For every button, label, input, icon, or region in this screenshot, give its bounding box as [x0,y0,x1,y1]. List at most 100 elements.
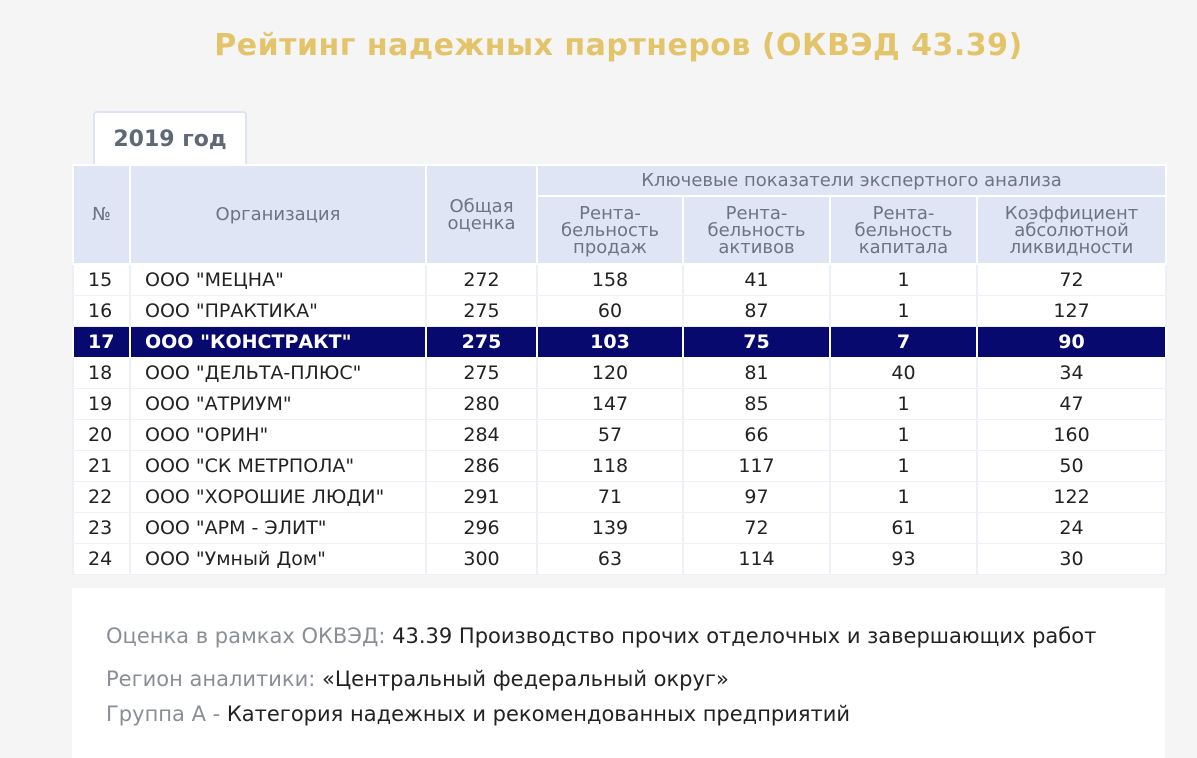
row-capital: 61 [829,512,978,544]
header-num: № [72,164,131,265]
header-org: Организация [129,164,427,265]
row-score: 300 [425,543,538,575]
row-num: 15 [72,263,131,296]
info-group: Группа А - Категория надежных и рекоменд… [106,702,850,726]
table-row: 23 ООО "АРМ - ЭЛИТ" 296 139 72 61 24 [72,512,1168,544]
row-liquidity: 50 [975,450,1168,482]
row-sales: 103 [536,326,684,358]
row-sales: 57 [536,419,684,451]
row-assets: 114 [682,543,831,575]
row-num: 22 [72,481,131,513]
table-row: 17 ООО "КОНСТРАКТ" 275 103 75 7 90 [72,326,1168,358]
row-assets: 66 [682,419,831,451]
row-score: 275 [425,295,538,327]
table-row: 20 ООО "ОРИН" 284 57 66 1 160 [72,419,1168,451]
row-sales: 71 [536,481,684,513]
row-score: 284 [425,419,538,451]
table-row: 19 ООО "АТРИУМ" 280 147 85 1 47 [72,388,1168,420]
row-org: ООО "АРМ - ЭЛИТ" [129,512,427,544]
row-liquidity: 47 [975,388,1168,420]
table-row: 15 ООО "МЕЦНА" 272 158 41 1 72 [72,263,1168,296]
row-assets: 72 [682,512,831,544]
row-assets: 85 [682,388,831,420]
row-score: 286 [425,450,538,482]
row-capital: 40 [829,357,978,389]
info-okved-label: Оценка в рамках ОКВЭД: [106,624,386,648]
row-capital: 1 [829,450,978,482]
row-org: ООО "АТРИУМ" [129,388,427,420]
info-region: Регион аналитики: «Центральный федеральн… [106,667,729,691]
row-score: 275 [425,326,538,358]
row-num: 24 [72,543,131,575]
row-liquidity: 122 [975,481,1168,513]
row-capital: 1 [829,263,978,296]
row-capital: 1 [829,388,978,420]
row-liquidity: 90 [975,326,1168,358]
row-sales: 63 [536,543,684,575]
info-panel: Оценка в рамках ОКВЭД: 43.39 Производств… [72,588,1165,758]
row-num: 17 [72,326,131,358]
row-liquidity: 72 [975,263,1168,296]
info-region-label: Регион аналитики: [106,667,316,691]
row-sales: 118 [536,450,684,482]
table-row: 24 ООО "Умный Дом" 300 63 114 93 30 [72,543,1168,575]
row-org: ООО "СК МЕТРПОЛА" [129,450,427,482]
row-assets: 81 [682,357,831,389]
rating-table: № Организация Общая оценка Ключевые пока… [72,164,1168,575]
row-liquidity: 160 [975,419,1168,451]
row-score: 291 [425,481,538,513]
row-score: 275 [425,357,538,389]
header-capital-profitability: Рента-бельность капитала [829,195,978,265]
row-org: ООО "МЕЦНА" [129,263,427,296]
row-liquidity: 127 [975,295,1168,327]
info-okved: Оценка в рамках ОКВЭД: 43.39 Производств… [106,624,1096,648]
row-capital: 1 [829,295,978,327]
header-sales-profitability: Рента-бельность продаж [536,195,684,265]
header-liquidity-ratio: Коэффициент абсолютной ликвидности [975,195,1168,265]
row-org: ООО "ОРИН" [129,419,427,451]
row-capital: 1 [829,481,978,513]
header-score: Общая оценка [425,164,538,265]
row-assets: 97 [682,481,831,513]
info-group-label: Группа А - [106,702,221,726]
table-row: 16 ООО "ПРАКТИКА" 275 60 87 1 127 [72,295,1168,327]
table-row: 18 ООО "ДЕЛЬТА-ПЛЮС" 275 120 81 40 34 [72,357,1168,389]
row-org: ООО "ХОРОШИЕ ЛЮДИ" [129,481,427,513]
row-org: ООО "ДЕЛЬТА-ПЛЮС" [129,357,427,389]
row-capital: 1 [829,419,978,451]
row-liquidity: 34 [975,357,1168,389]
row-org: ООО "Умный Дом" [129,543,427,575]
row-num: 23 [72,512,131,544]
row-num: 21 [72,450,131,482]
row-assets: 41 [682,263,831,296]
row-assets: 75 [682,326,831,358]
row-num: 16 [72,295,131,327]
row-capital: 7 [829,326,978,358]
row-num: 19 [72,388,131,420]
row-liquidity: 24 [975,512,1168,544]
row-liquidity: 30 [975,543,1168,575]
row-org: ООО "ПРАКТИКА" [129,295,427,327]
row-score: 296 [425,512,538,544]
header-group: Ключевые показатели экспертного анализа [535,164,1168,197]
row-score: 280 [425,388,538,420]
rating-table-wrap: № Организация Общая оценка Ключевые пока… [72,164,1168,575]
header-assets-profitability: Рента-бельность активов [682,195,831,265]
info-region-value: «Центральный федеральный округ» [322,667,729,691]
info-okved-value: 43.39 Производство прочих отделочных и з… [392,624,1097,648]
row-capital: 93 [829,543,978,575]
row-sales: 60 [536,295,684,327]
row-num: 18 [72,357,131,389]
table-row: 21 ООО "СК МЕТРПОЛА" 286 118 117 1 50 [72,450,1168,482]
row-score: 272 [425,263,538,296]
row-sales: 120 [536,357,684,389]
info-group-value: Категория надежных и рекомендованных пре… [226,702,851,726]
row-assets: 87 [682,295,831,327]
row-sales: 139 [536,512,684,544]
row-org: ООО "КОНСТРАКТ" [129,326,427,358]
tab-2019[interactable]: 2019 год [93,111,247,165]
row-num: 20 [72,419,131,451]
row-sales: 158 [536,263,684,296]
row-sales: 147 [536,388,684,420]
table-body: 15 ООО "МЕЦНА" 272 158 41 1 72 16 ООО "ПРАКТИКА"… [72,263,1168,575]
